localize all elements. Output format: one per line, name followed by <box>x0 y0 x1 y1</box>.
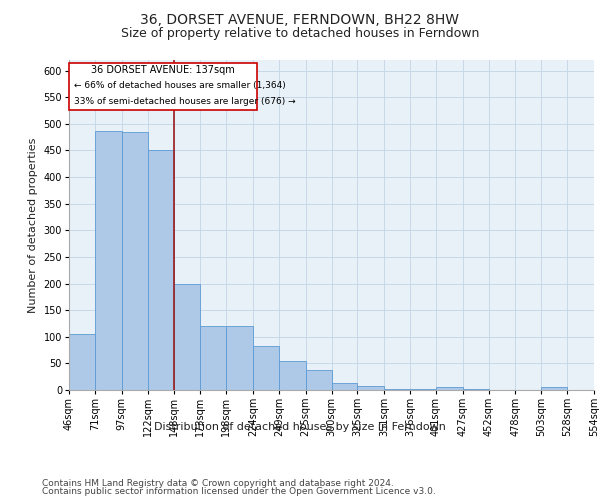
Bar <box>541 388 567 390</box>
Y-axis label: Number of detached properties: Number of detached properties <box>28 138 38 312</box>
Text: Size of property relative to detached houses in Ferndown: Size of property relative to detached ho… <box>121 28 479 40</box>
Bar <box>253 346 279 390</box>
Bar <box>436 388 463 390</box>
FancyBboxPatch shape <box>69 62 257 110</box>
Bar <box>226 326 253 390</box>
Bar <box>122 132 148 390</box>
Bar <box>305 370 331 390</box>
Bar <box>69 334 95 390</box>
Bar <box>331 382 358 390</box>
Text: 33% of semi-detached houses are larger (676) →: 33% of semi-detached houses are larger (… <box>74 98 296 106</box>
Bar <box>410 389 436 390</box>
Bar <box>148 150 175 390</box>
Bar <box>175 284 200 390</box>
Bar <box>95 131 122 390</box>
Text: Distribution of detached houses by size in Ferndown: Distribution of detached houses by size … <box>154 422 446 432</box>
Bar <box>463 389 488 390</box>
Bar <box>384 389 410 390</box>
Text: Contains public sector information licensed under the Open Government Licence v3: Contains public sector information licen… <box>42 488 436 496</box>
Text: Contains HM Land Registry data © Crown copyright and database right 2024.: Contains HM Land Registry data © Crown c… <box>42 478 394 488</box>
Bar <box>358 386 384 390</box>
Bar <box>200 326 226 390</box>
Text: ← 66% of detached houses are smaller (1,364): ← 66% of detached houses are smaller (1,… <box>74 80 286 90</box>
Bar <box>279 360 305 390</box>
Text: 36, DORSET AVENUE, FERNDOWN, BH22 8HW: 36, DORSET AVENUE, FERNDOWN, BH22 8HW <box>140 12 460 26</box>
Text: 36 DORSET AVENUE: 137sqm: 36 DORSET AVENUE: 137sqm <box>91 66 235 76</box>
